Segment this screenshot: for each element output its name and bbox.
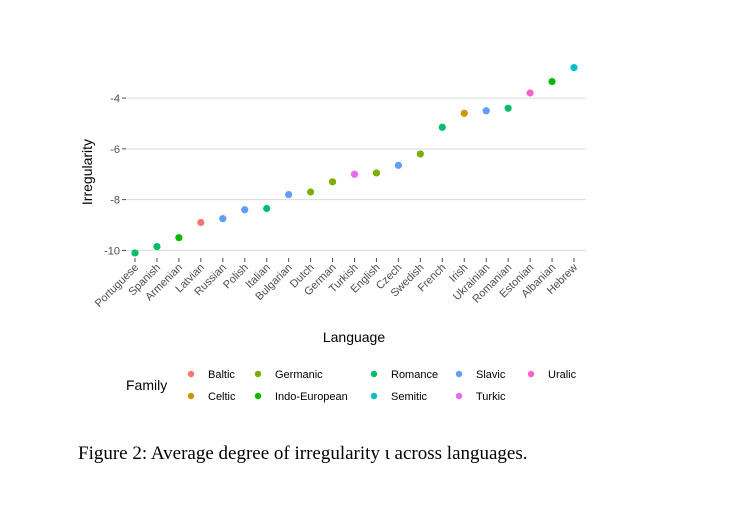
point-italian: [263, 204, 271, 213]
y-tick-labels: -10 -8 -6 -4: [104, 93, 120, 257]
y-tick-label: -8: [110, 195, 120, 207]
point-czech: [394, 161, 402, 169]
x-axis-title: Language: [323, 329, 386, 345]
legend: Family Baltic Celtic Germanic Indo-European…: [126, 369, 577, 403]
legend-label: Uralic: [548, 369, 577, 381]
point-french: [438, 123, 446, 131]
legend-label: Indo-European: [275, 391, 348, 403]
point-irish: [460, 109, 468, 117]
point-albanian: [548, 77, 556, 86]
legend-label: Semitic: [391, 391, 428, 403]
figure-caption: Figure 2: Average degree of irregularity…: [78, 443, 528, 464]
point-estonian: [526, 89, 534, 97]
data-points: [131, 64, 578, 257]
y-tick-label: -10: [104, 245, 120, 257]
legend-key-turkic: [455, 392, 463, 400]
legend-key-semitic: [370, 392, 378, 400]
y-axis-title: Irregularity: [79, 139, 95, 205]
point-armenian: [175, 234, 183, 242]
y-tick-label: -6: [110, 144, 120, 156]
legend-key-romance: [370, 370, 378, 378]
point-russian: [219, 215, 227, 223]
legend-label: Baltic: [208, 369, 235, 381]
point-hebrew: [570, 64, 578, 72]
legend-key-indo-european: [254, 392, 262, 400]
point-romanian: [504, 104, 512, 112]
point-latvian: [197, 218, 205, 227]
legend-key-baltic: [187, 370, 195, 378]
legend-label: Turkic: [476, 391, 506, 403]
point-turkish: [350, 170, 359, 178]
legend-key-slavic: [455, 370, 463, 378]
legend-label: Slavic: [476, 369, 506, 381]
legend-key-celtic: [187, 392, 195, 400]
legend-title: Family: [126, 377, 167, 393]
point-german: [328, 178, 337, 186]
x-tick-labels: PortugueseSpanishArmenianLatvianRussianP…: [93, 258, 580, 310]
grid-lines: [122, 97, 586, 251]
y-tick-label: -4: [110, 93, 120, 105]
chart: -10 -8 -6 -4 PortugueseSpanishArmenianLatvi…: [79, 64, 586, 403]
legend-key-uralic: [527, 370, 535, 378]
point-bulgarian: [285, 190, 293, 199]
point-portuguese: [131, 249, 139, 257]
point-spanish: [153, 242, 161, 251]
legend-label: Germanic: [275, 369, 323, 381]
point-polish: [241, 206, 249, 214]
point-ukrainian: [482, 107, 490, 115]
legend-label: Celtic: [208, 391, 236, 403]
point-english: [372, 169, 381, 177]
point-swedish: [416, 150, 424, 158]
point-dutch: [307, 188, 315, 196]
legend-label: Romance: [391, 369, 438, 381]
legend-key-germanic: [254, 370, 262, 378]
x-tick-label: Polish: [221, 262, 251, 292]
